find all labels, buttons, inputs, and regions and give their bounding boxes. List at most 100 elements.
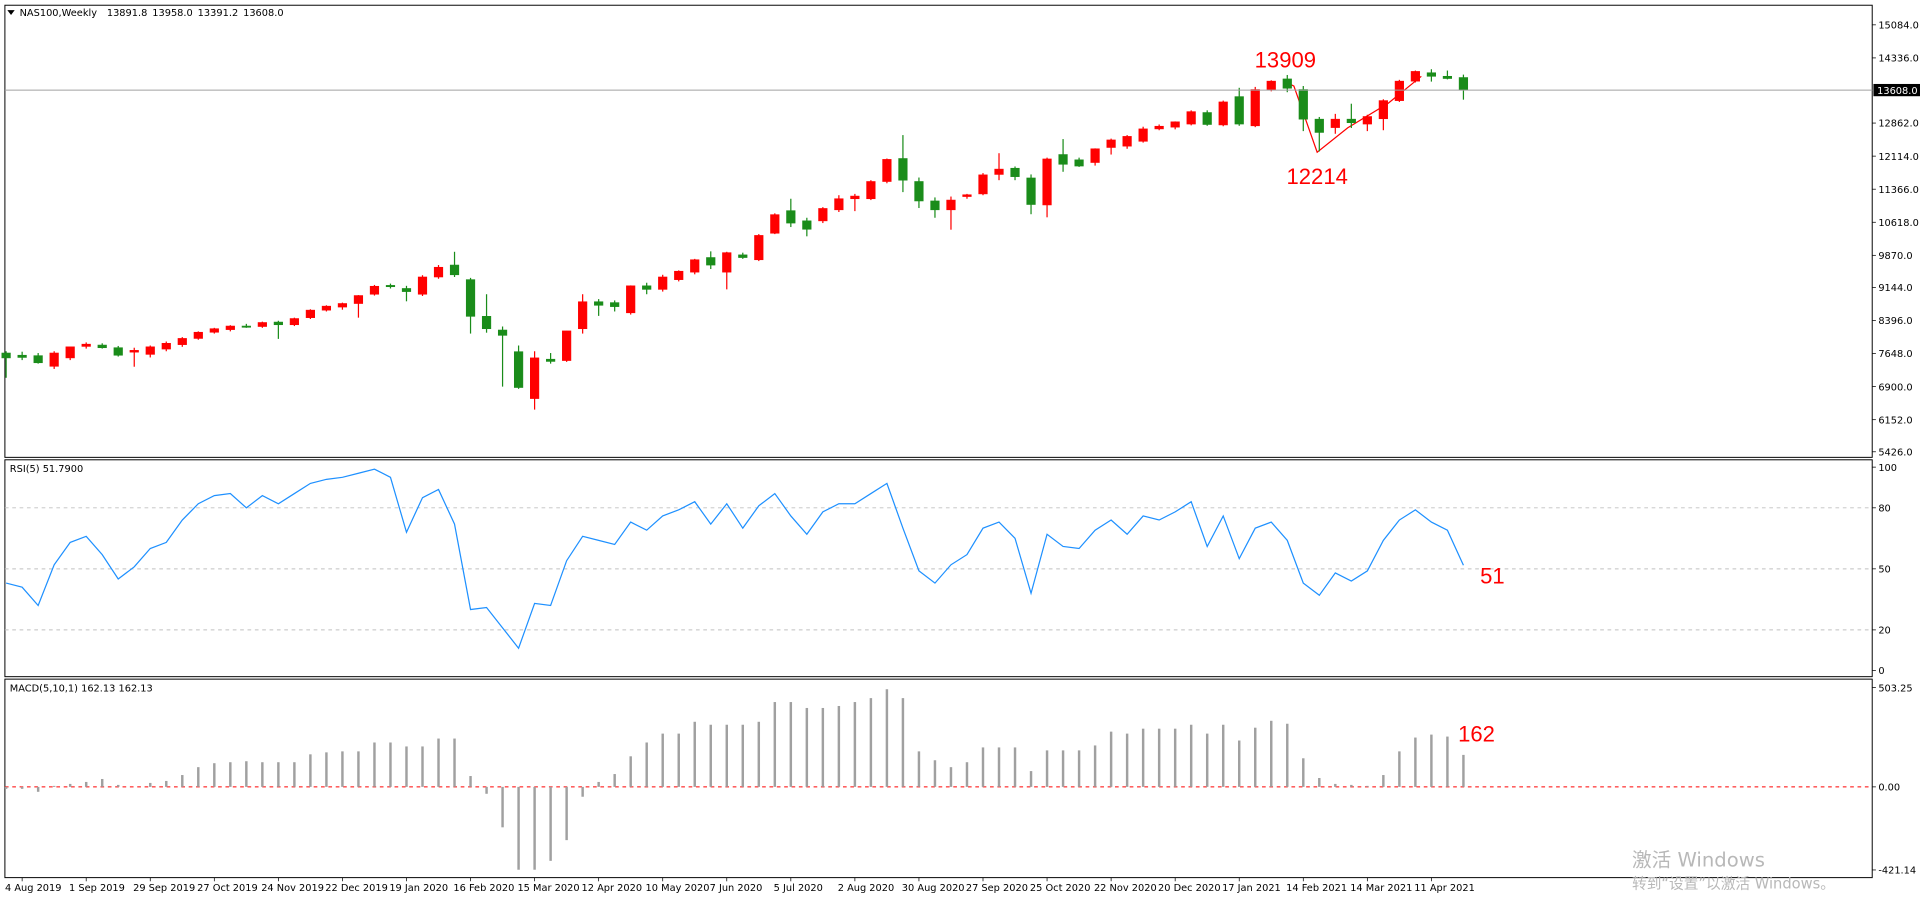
x-tick-label: 22 Nov 2020 <box>1094 883 1157 894</box>
y-tick-label: 9870.0 <box>1878 251 1912 262</box>
candle-body <box>962 194 972 197</box>
x-tick-label: 20 Dec 2020 <box>1158 883 1221 894</box>
macd-bar <box>645 742 648 787</box>
ohlc-value: 13391.2 <box>198 8 239 19</box>
candle-body <box>193 331 203 339</box>
candle-body <box>626 285 636 314</box>
macd-bar <box>197 767 200 787</box>
candle-body <box>1362 116 1372 125</box>
macd-bar <box>20 786 24 789</box>
candle-body <box>530 357 540 399</box>
chart-title: RSI(5) 51.7900 <box>10 464 83 475</box>
macd-bar <box>1141 728 1145 787</box>
ohlc-value: 13958.0 <box>152 8 193 19</box>
candle-body <box>802 220 812 230</box>
macd-bar <box>165 780 168 787</box>
candle-body <box>658 276 668 290</box>
macd-bar <box>1334 783 1337 787</box>
macd-bar <box>68 783 72 787</box>
y-tick-label: 12114.0 <box>1878 152 1919 163</box>
macd-bar <box>933 760 937 787</box>
macd-bar <box>1205 733 1209 787</box>
macd-bar <box>741 724 745 787</box>
candle-body <box>946 199 956 211</box>
current-price-box <box>1873 83 1920 97</box>
candle-body <box>481 316 492 330</box>
candle-body <box>674 270 684 280</box>
candle-body <box>1138 128 1148 142</box>
macd-bar <box>533 786 536 870</box>
candle-body <box>1106 139 1116 148</box>
macd-bar <box>549 786 552 861</box>
macd-bar <box>341 751 344 787</box>
macd-bar <box>885 689 889 787</box>
y-tick-label: 9144.0 <box>1878 283 1912 294</box>
candle-body <box>850 195 860 200</box>
macd-bar <box>1238 740 1241 787</box>
candle-body <box>1186 111 1196 125</box>
candle-body <box>1170 121 1180 128</box>
macd-bar <box>1125 733 1129 787</box>
x-tick-label: 10 May 2020 <box>646 883 710 894</box>
annotation: 162 <box>1458 722 1495 747</box>
macd-bar <box>1221 724 1225 787</box>
y-tick-label: 100 <box>1878 463 1897 474</box>
y-tick-label: 6900.0 <box>1878 382 1912 393</box>
macd-bar <box>453 738 456 787</box>
candle-body <box>1042 158 1052 206</box>
candle-body <box>578 301 588 330</box>
candle-body <box>497 329 508 336</box>
menu-arrow <box>7 10 15 16</box>
candle-body <box>866 181 876 200</box>
candle-body <box>129 350 139 353</box>
macd-bar <box>677 733 680 787</box>
price-panel <box>4 4 1873 458</box>
x-tick-label: 4 Aug 2019 <box>5 883 62 894</box>
x-tick-label: 27 Oct 2019 <box>197 883 258 894</box>
candle-body <box>1394 80 1404 101</box>
macd-bar <box>805 707 809 787</box>
candle-body <box>1202 112 1212 125</box>
candle-body <box>513 351 524 388</box>
y-tick-label: 15084.0 <box>1878 21 1919 32</box>
macd-bar <box>277 762 280 787</box>
macd-bar <box>1350 784 1353 787</box>
candle-body <box>305 309 315 318</box>
macd-bar <box>1061 750 1065 787</box>
y-tick-label: 8396.0 <box>1878 316 1912 327</box>
macd-bar <box>725 724 728 787</box>
candle-body <box>1234 96 1244 125</box>
macd-bar <box>869 698 873 787</box>
macd-bar <box>1013 747 1017 787</box>
macd-bar <box>661 733 664 787</box>
macd-bar <box>149 782 152 787</box>
macd-bar <box>981 747 985 787</box>
x-tick-label: 19 Jan 2020 <box>389 883 448 894</box>
macd-bar <box>597 781 600 787</box>
macd-bar <box>52 785 56 787</box>
candle-body <box>209 328 219 333</box>
macd-bar <box>357 751 360 787</box>
macd-bar <box>229 762 232 787</box>
x-tick-label: 17 Jan 2021 <box>1222 883 1281 894</box>
macd-bar <box>853 702 857 787</box>
x-tick-label: 14 Feb 2021 <box>1286 883 1347 894</box>
macd-bar <box>213 763 216 787</box>
macd-bar <box>517 786 520 870</box>
candle-body <box>1282 78 1292 89</box>
y-tick-label: 50 <box>1878 565 1890 576</box>
macd-bar <box>773 702 777 787</box>
candle-body <box>1426 72 1436 77</box>
zigzag-line <box>1283 75 1422 154</box>
y-tick-label: 0 <box>1878 666 1884 677</box>
ohlc-value: 13891.8 <box>107 8 148 19</box>
macd-bar <box>1189 724 1193 787</box>
x-tick-label: 7 Jun 2020 <box>710 883 763 894</box>
candle-body <box>321 305 332 311</box>
candle-body <box>145 346 155 355</box>
candle-body <box>385 285 396 288</box>
macd-bar <box>293 762 296 787</box>
candle-body <box>417 276 428 295</box>
